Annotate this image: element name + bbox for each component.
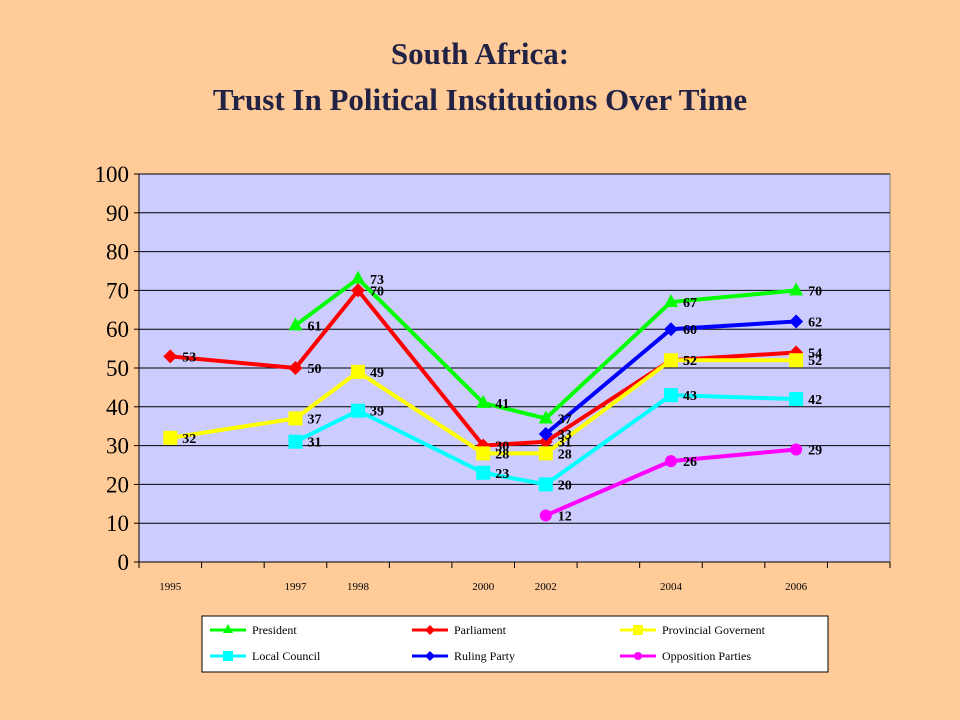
data-label: 70 [370, 284, 384, 299]
data-point [288, 411, 303, 426]
data-point [663, 388, 678, 403]
data-point [288, 317, 303, 331]
data-point [539, 509, 552, 522]
data-label: 52 [683, 354, 697, 369]
data-label: 37 [558, 412, 572, 427]
data-label: 28 [495, 447, 509, 462]
data-point [663, 294, 678, 308]
data-label: 32 [182, 432, 196, 447]
data-point [663, 353, 678, 368]
data-label: 30 [495, 440, 509, 455]
data-label: 33 [558, 428, 572, 443]
data-label: 31 [307, 436, 321, 451]
data-point [351, 283, 366, 298]
data-point [538, 477, 553, 492]
data-label: 50 [307, 362, 321, 377]
data-point [288, 434, 303, 449]
data-label: 31 [558, 436, 572, 451]
data-point [163, 430, 178, 445]
legend [201, 615, 829, 673]
data-point [789, 282, 804, 296]
x-tick-label: 2000 [472, 581, 495, 593]
legend-label: Provincial Governent [662, 623, 766, 637]
data-point [476, 465, 491, 480]
data-label: 12 [558, 509, 572, 524]
data-point [476, 394, 491, 408]
x-tick-label: 2002 [535, 581, 557, 593]
legend-label: President [252, 623, 297, 637]
data-point [664, 455, 677, 468]
x-tick-label: 1998 [347, 581, 370, 593]
legend-label: Parliament [454, 623, 507, 637]
data-point [476, 446, 491, 461]
series-line [294, 393, 797, 487]
data-point [538, 410, 553, 424]
data-point [538, 446, 553, 461]
y-tick-label: 10 [106, 511, 129, 536]
data-point [538, 434, 553, 449]
y-tick-label: 80 [106, 240, 129, 265]
data-point [633, 625, 643, 635]
data-point [425, 651, 435, 661]
y-tick-label: 70 [106, 278, 129, 303]
data-point [789, 392, 804, 407]
data-point [163, 349, 178, 364]
data-label: 41 [495, 397, 509, 412]
data-point [663, 322, 678, 337]
data-label: 67 [683, 296, 697, 311]
data-label: 23 [495, 467, 509, 482]
data-label: 49 [370, 366, 384, 381]
data-point [351, 364, 366, 379]
data-label: 60 [683, 323, 697, 338]
data-label: 52 [808, 354, 822, 369]
data-label: 70 [808, 284, 822, 299]
data-point [223, 651, 233, 661]
data-point [790, 443, 803, 456]
x-tick-label: 2004 [660, 581, 683, 593]
data-label: 39 [370, 405, 384, 420]
data-point [288, 361, 303, 375]
data-point [223, 624, 233, 633]
x-tick-label: 1997 [284, 581, 307, 593]
y-tick-label: 60 [106, 317, 129, 342]
series-line [294, 276, 797, 421]
chart-subtitle: Trust In Political Institutions Over Tim… [212, 82, 748, 117]
y-tick-label: 50 [106, 356, 129, 381]
data-label: 37 [307, 412, 321, 427]
data-point [351, 403, 366, 418]
data-label: 62 [808, 315, 822, 330]
data-point [789, 353, 804, 368]
x-tick-label: 2006 [785, 581, 808, 593]
y-tick-label: 100 [95, 162, 130, 187]
data-label: 54 [808, 346, 822, 361]
data-label: 53 [182, 350, 196, 365]
data-label: 73 [370, 273, 384, 288]
legend-label: Local Council [252, 649, 321, 663]
legend-label: Opposition Parties [662, 649, 751, 663]
data-label: 42 [808, 393, 822, 408]
data-label: 29 [808, 443, 822, 458]
data-label: 61 [307, 319, 321, 334]
data-label: 28 [558, 447, 572, 462]
data-label: 20 [558, 478, 572, 493]
data-label: 52 [683, 354, 697, 369]
data-point [538, 426, 553, 441]
y-tick-label: 30 [106, 434, 129, 459]
y-tick-label: 0 [118, 550, 130, 575]
y-tick-label: 20 [106, 472, 129, 497]
legend-label: Ruling Party [454, 649, 515, 663]
data-label: 43 [683, 389, 697, 404]
data-point [425, 625, 435, 635]
y-tick-label: 40 [106, 395, 129, 420]
data-point [634, 652, 642, 660]
chart-title: South Africa: [390, 36, 570, 71]
data-label: 26 [683, 455, 697, 470]
data-point [351, 270, 366, 284]
x-tick-label: 1995 [159, 581, 182, 593]
data-point [789, 314, 804, 329]
y-tick-label: 90 [106, 201, 129, 226]
